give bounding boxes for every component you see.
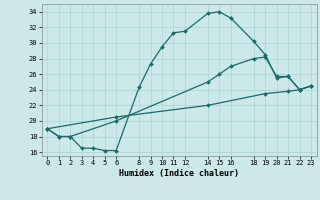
X-axis label: Humidex (Indice chaleur): Humidex (Indice chaleur) bbox=[119, 169, 239, 178]
